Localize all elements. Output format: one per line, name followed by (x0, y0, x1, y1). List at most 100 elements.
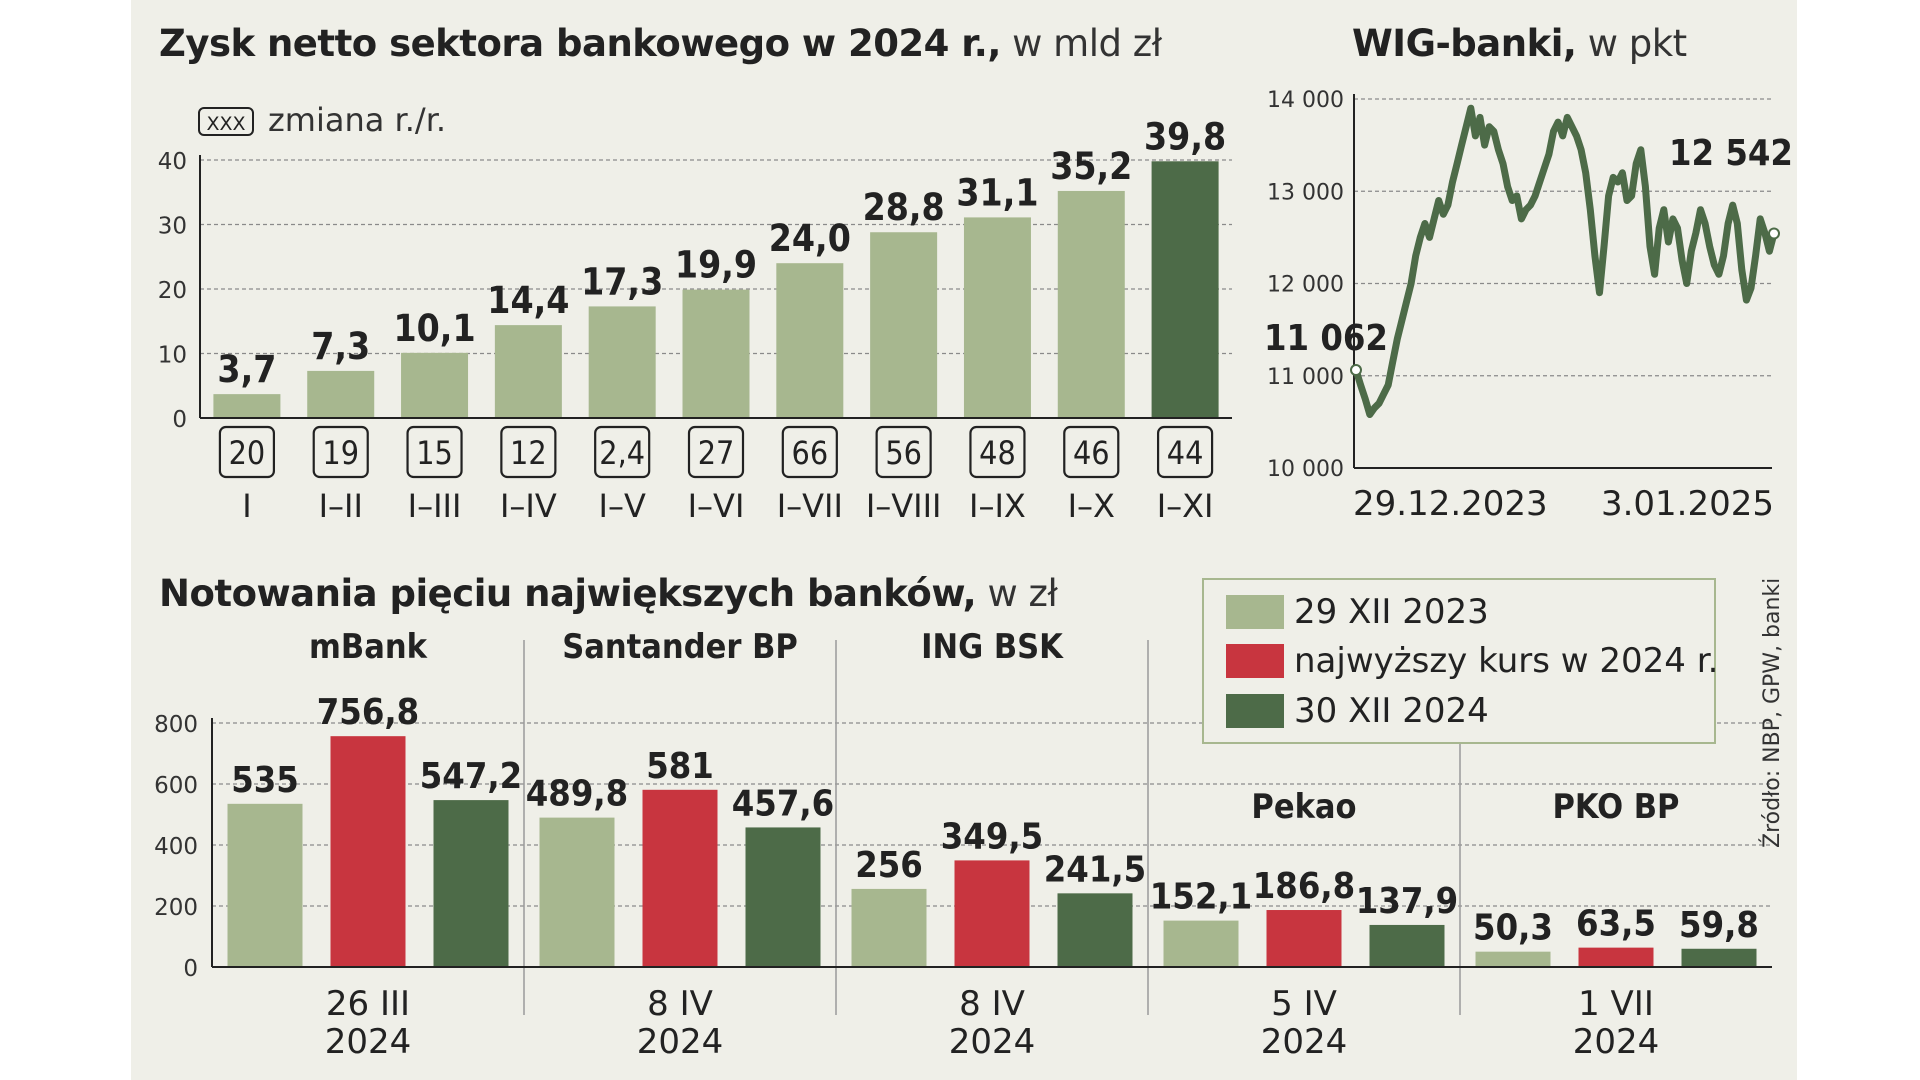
profit-x-tick-label: I–II (319, 487, 363, 525)
stocks-bar (330, 736, 406, 967)
stocks-title-bold: Notowania pięciu największych banków, (159, 572, 977, 615)
profit-bar-chart: XXX zmiana r./r. 0 10 20 30 40 3,7 20 I 7,3 19 I–II 1… (158, 101, 1232, 525)
stocks-max-date: 5 IV (1271, 984, 1337, 1024)
wig-line-chart: 10 000 11 000 12 000 13 000 14 000 11 062 12 5… (1264, 88, 1793, 524)
stocks-max-date: 8 IV (959, 984, 1025, 1024)
change-badge (687, 425, 745, 479)
stocks-bar (1578, 947, 1654, 967)
legend-label-2024: 30 XII 2024 (1294, 691, 1489, 731)
change-badge (969, 425, 1026, 479)
stocks-value-label: 186,8 (1253, 866, 1355, 907)
change-badge-legend (198, 107, 254, 136)
stocks-y-tick-label: 800 (154, 712, 198, 738)
stocks-value-label: 457,6 (732, 783, 834, 824)
stocks-max-year: 2024 (1573, 1022, 1660, 1062)
stocks-bank-name: mBank (309, 627, 428, 667)
legend-label-2023: 29 XII 2023 (1294, 592, 1489, 632)
wig-y-tick-label: 14 000 (1267, 88, 1344, 113)
profit-value-label: 24,0 (769, 217, 851, 260)
change-badge (781, 425, 838, 479)
profit-value-label: 17,3 (581, 260, 663, 303)
stocks-y-tick-label: 0 (183, 956, 198, 982)
stocks-bar (1681, 948, 1757, 967)
stocks-value-label: 50,3 (1473, 908, 1553, 949)
profit-x-tick-label: I–X (1068, 487, 1115, 525)
profit-value-label: 28,8 (863, 186, 945, 229)
stocks-bar (642, 789, 718, 967)
profit-bar (1151, 161, 1219, 419)
stocks-bank-name: Pekao (1251, 787, 1356, 827)
stocks-bank-name: ING BSK (921, 627, 1064, 667)
source-note: Źródło: NBP, GPW, banki (1760, 577, 1785, 848)
stocks-max-year: 2024 (949, 1022, 1036, 1062)
wig-x-label-end: 3.01.2025 (1601, 484, 1774, 524)
stocks-bar (433, 800, 509, 967)
profit-x-tick-label: I–VI (688, 487, 745, 525)
stocks-bar (539, 817, 615, 967)
change-badge-value: 66 (792, 434, 829, 472)
profit-bar (307, 370, 375, 418)
stocks-y-tick-label: 200 (154, 895, 198, 921)
change-badge-legend-text: XXX (206, 113, 245, 135)
profit-x-tick-label: I–XI (1157, 487, 1214, 525)
profit-x-tick-label: I–V (599, 487, 646, 525)
stocks-value-label: 59,8 (1679, 905, 1759, 946)
stocks-bar (1475, 951, 1551, 967)
legend-item-max: najwyższy kurs w 2024 r. (1226, 641, 1719, 681)
stocks-max-year: 2024 (1261, 1022, 1348, 1062)
change-badge (500, 425, 557, 479)
change-badge-value: 44 (1167, 434, 1204, 472)
change-badge-value: 12 (510, 434, 547, 472)
stocks-max-year: 2024 (637, 1022, 724, 1062)
stocks-max-date: 8 IV (647, 984, 713, 1024)
legend-item-2023: 29 XII 2023 (1226, 592, 1489, 632)
profit-value-label: 7,3 (311, 325, 370, 368)
stocks-legend: 29 XII 2023 najwyższy kurs w 2024 r. 30 … (1202, 578, 1719, 744)
wig-series-line (1352, 104, 1778, 418)
wig-y-tick-label: 11 000 (1267, 365, 1344, 390)
stocks-value-label: 489,8 (526, 774, 628, 815)
stocks-value-label: 137,9 (1356, 881, 1458, 922)
profit-value-label: 3,7 (217, 348, 276, 391)
profit-y-tick-label: 0 (172, 407, 187, 433)
change-badge (875, 425, 932, 479)
stocks-bar (745, 827, 821, 967)
stocks-y-tick-label: 400 (154, 834, 198, 860)
legend-swatch-light (1226, 595, 1284, 629)
profit-title-unit: w mld zł (1012, 22, 1162, 65)
change-badge-value: 19 (322, 434, 359, 472)
stocks-bar (1369, 924, 1445, 967)
stocks-value-label: 256 (855, 845, 923, 886)
stocks-bar (227, 803, 303, 967)
legend-label-max: najwyższy kurs w 2024 r. (1294, 641, 1719, 681)
change-badge (218, 425, 276, 479)
stocks-max-date: 26 III (326, 984, 410, 1024)
profit-value-label: 14,4 (487, 279, 569, 322)
profit-value-label: 35,2 (1050, 145, 1132, 188)
profit-bar (401, 352, 469, 418)
profit-x-tick-label: I–III (408, 487, 462, 525)
profit-y-tick-label: 40 (158, 149, 187, 175)
profit-y-tick-label: 30 (158, 214, 187, 240)
wig-y-tick-label: 10 000 (1267, 457, 1344, 482)
profit-bar (494, 325, 562, 418)
wig-y-tick-label: 13 000 (1267, 180, 1344, 205)
change-badge (1156, 425, 1214, 479)
stocks-value-label: 152,1 (1150, 877, 1252, 918)
stocks-max-date: 1 VII (1578, 984, 1654, 1024)
stocks-title-unit: w zł (987, 572, 1058, 615)
profit-y-tick-label: 20 (158, 278, 187, 304)
stocks-max-year: 2024 (325, 1022, 412, 1062)
change-badge (594, 425, 651, 479)
profit-bar (1057, 190, 1125, 418)
change-badge-value: 27 (698, 434, 735, 472)
profit-chart-title: Zysk netto sektora bankowego w 2024 r., … (159, 22, 1162, 65)
profit-bar (588, 306, 656, 418)
change-badge-value: 2,4 (599, 434, 645, 472)
profit-bar (776, 263, 844, 418)
profit-y-tick-label: 10 (158, 343, 187, 369)
wig-end-point (1768, 227, 1780, 240)
profit-x-tick-label: I–IV (500, 487, 557, 525)
